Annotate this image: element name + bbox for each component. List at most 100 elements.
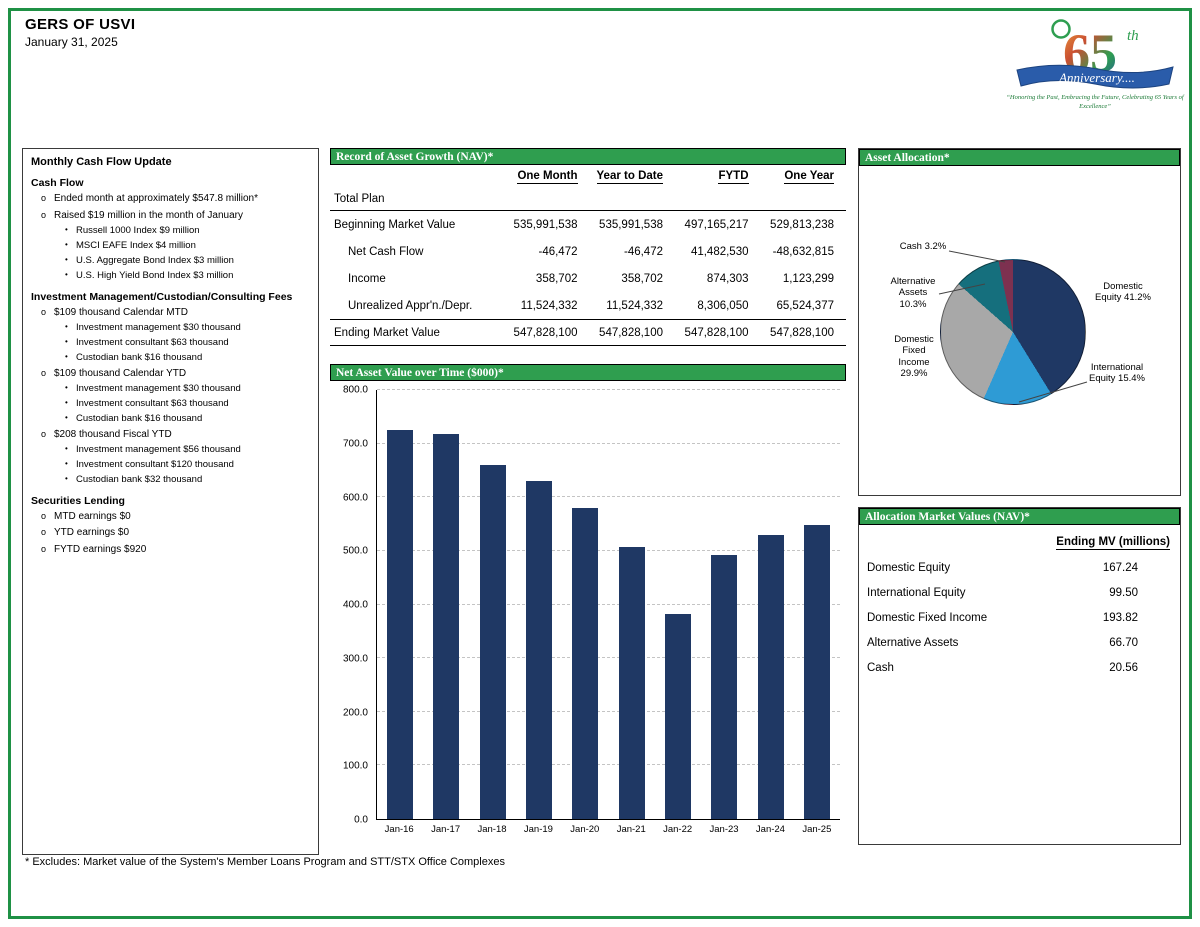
column-header-label: One Year <box>784 170 834 184</box>
sub-bullet-text: Investment consultant $120 thousand <box>76 459 234 471</box>
sub-bullet-marker: • <box>65 322 68 331</box>
bullet-item: o $208 thousand Fiscal YTD <box>41 429 310 442</box>
cell-value: 11,524,332 <box>520 299 578 312</box>
cell-value: 1,123,299 <box>782 272 834 285</box>
sub-bullet-marker: • <box>65 444 68 454</box>
sub-bullet-marker: • <box>65 459 68 469</box>
sub-bullet-text: Russell 1000 Index $9 million <box>76 225 200 236</box>
bar-slot <box>608 390 654 819</box>
table-row: Net Cash Flow -46,472 -46,472 41,482,530 -48… <box>330 238 846 265</box>
bar <box>664 613 691 819</box>
nav-chart-y-axis: 800.0 700.0 600.0 500.0 400.0 300.0 200.0 100.0… <box>330 385 372 826</box>
table-row: Beginning Market Value 535,991,538 535,991… <box>330 211 846 238</box>
x-tick-label: Jan-23 <box>709 824 739 835</box>
cell-value: 874,303 <box>706 272 749 285</box>
gridline <box>377 764 840 766</box>
sub-bullet-text: MSCI EAFE Index $4 million <box>76 239 196 251</box>
column-header-label: FYTD <box>718 170 749 184</box>
nav-bar-chart: 800.0 700.0 600.0 500.0 400.0 300.0 200.0 100.0… <box>330 384 846 844</box>
ending-mv-column-header: Ending MV (millions) <box>1056 536 1170 550</box>
market-value-row: Domestic Fixed Income 193.82 <box>859 605 1180 630</box>
bar <box>526 481 553 819</box>
logo-th-text: th <box>1127 28 1139 44</box>
bar <box>433 433 460 819</box>
row-label: Ending Market Value <box>334 326 440 339</box>
sub-bullet-text: Investment management $30 thousand <box>76 383 241 395</box>
row-label: Beginning Market Value <box>334 218 456 231</box>
bullet-marker: o <box>41 193 47 203</box>
sub-bullet-text: Custodian bank $16 thousand <box>76 351 203 363</box>
page-title: GERS OF USVI <box>25 16 136 33</box>
market-value-row: Cash 20.56 <box>859 655 1180 680</box>
report-date: January 31, 2025 <box>25 35 118 49</box>
sub-bullet-item: • MSCI EAFE Index $4 million <box>65 240 310 252</box>
total-plan-row: Total Plan <box>330 187 846 211</box>
column-header: Year to Date <box>590 170 676 184</box>
column-header-label: Year to Date <box>596 170 663 184</box>
market-value-amount: 99.50 <box>1109 586 1138 599</box>
market-value-amount: 66.70 <box>1109 636 1138 649</box>
x-tick-label: Jan-20 <box>570 824 600 835</box>
bar <box>618 546 645 819</box>
footnote: * Excludes: Market value of the System's… <box>25 856 505 868</box>
market-values-title: Allocation Market Values (NAV)* <box>859 508 1180 525</box>
sub-bullet-text: Custodian bank $32 thousand <box>76 474 203 485</box>
bar <box>757 534 784 819</box>
sub-bullet-marker: • <box>65 239 68 249</box>
x-tick-label: Jan-21 <box>616 824 646 835</box>
market-value-amount: 20.56 <box>1109 661 1138 674</box>
bullet-item: o MTD earnings $0 <box>41 511 310 524</box>
sub-bullet-item: • Investment management $56 thousand <box>65 444 310 456</box>
sub-bullet-marker: • <box>65 351 68 361</box>
sub-bullet-marker: • <box>65 225 68 234</box>
allocation-pie-area: Cash 3.2% Alternative Assets 10.3% Domes… <box>859 166 1180 495</box>
sub-bullet-marker: • <box>65 336 68 346</box>
bullet-text: FYTD earnings $920 <box>54 543 147 555</box>
market-value-row: International Equity 99.50 <box>859 580 1180 605</box>
sub-bullet-item: • Investment consultant $63 thousand <box>65 337 310 349</box>
bullet-text: $109 thousand Calendar YTD <box>54 367 187 379</box>
column-header: FYTD <box>675 170 761 184</box>
gridline <box>377 496 840 498</box>
cell-value: 8,306,050 <box>697 299 749 312</box>
bullet-item: o Raised $19 million in the month of Janu… <box>41 210 310 223</box>
x-tick-label: Jan-25 <box>802 824 832 835</box>
table-row: Unrealized Appr'n./Depr. 11,524,332 11,524… <box>330 292 846 319</box>
page-border-frame <box>8 8 1192 919</box>
cell-value: -46,472 <box>623 245 663 258</box>
bullet-text: $208 thousand Fiscal YTD <box>54 428 172 440</box>
asset-growth-body: Beginning Market Value 535,991,538 535,991… <box>330 211 846 346</box>
total-plan-label: Total Plan <box>334 192 385 205</box>
bullet-marker: o <box>41 306 47 317</box>
y-tick-label: 100.0 <box>342 760 368 772</box>
bar-slot <box>562 390 608 819</box>
sub-bullet-text: U.S. High Yield Bond Index $3 million <box>76 269 234 281</box>
y-tick-label: 0.0 <box>354 814 368 826</box>
sub-bullet-item: • Investment management $30 thousand <box>65 322 310 334</box>
bullet-item: o YTD earnings $0 <box>41 527 310 540</box>
x-tick-label: Jan-24 <box>755 824 785 835</box>
sub-bullet-marker: • <box>65 474 68 483</box>
sub-bullet-marker: • <box>65 383 68 393</box>
x-tick-label: Jan-19 <box>523 824 553 835</box>
sub-bullet-item: • Investment management $30 thousand <box>65 383 310 395</box>
bars-container <box>377 390 840 819</box>
gridline <box>377 549 840 551</box>
pie-label-cash: Cash 3.2% <box>899 241 947 252</box>
x-tick-label: Jan-17 <box>431 824 461 835</box>
asset-growth-header-row: One Month Year to Date FYTD One Year <box>330 165 846 187</box>
logo-script-text: Anniversary.... <box>1058 70 1135 85</box>
bullet-text: YTD earnings $0 <box>54 527 130 539</box>
table-row: Income 358,702 358,702 874,303 1,123,299 <box>330 265 846 292</box>
market-value-label: Alternative Assets <box>867 636 959 649</box>
sub-bullet-item: • Custodian bank $32 thousand <box>65 474 310 486</box>
cell-value: 535,991,538 <box>599 218 663 231</box>
allocation-pie <box>940 259 1086 405</box>
bullet-text: $109 thousand Calendar MTD <box>54 306 188 318</box>
market-values-header-row: Ending MV (millions) <box>859 529 1180 555</box>
y-tick-label: 700.0 <box>342 438 368 450</box>
row-label: Income <box>348 272 386 285</box>
pie-label-domestic-equity: Domestic Equity 41.2% <box>1095 281 1151 304</box>
pie-label-domestic-fixed-income: Domestic Fixed Income 29.9% <box>894 334 934 380</box>
sub-bullet-item: • Custodian bank $16 thousand <box>65 413 310 425</box>
